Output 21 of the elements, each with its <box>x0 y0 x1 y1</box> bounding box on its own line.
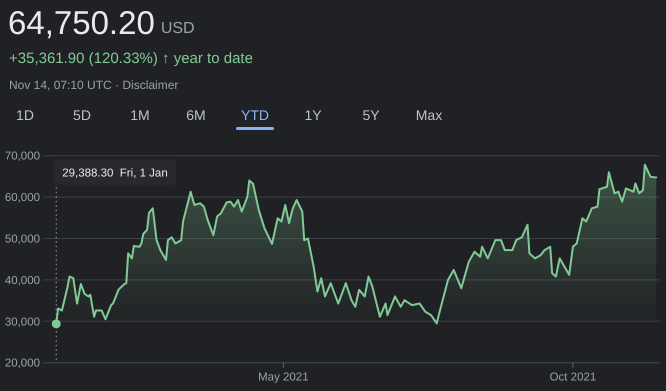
text: 1D <box>16 107 34 123</box>
text: 6M <box>186 107 206 123</box>
y-tick-label: 60,000 <box>4 192 40 204</box>
y-tick-label: 20,000 <box>4 358 40 370</box>
y-tick-label: 40,000 <box>4 274 40 287</box>
text: USD <box>160 20 195 37</box>
x-tick-label: May 2021 <box>258 372 309 384</box>
ref-line-label: 29,388.30 Fri, 1 Jan <box>62 168 168 180</box>
text: 1M <box>130 107 150 123</box>
text: Nov 14, 07:10 UTC · Disclaimer <box>9 78 178 92</box>
text: YTD <box>241 107 269 123</box>
chart-subtitle: +35,361.90 (120.33%) ↑ year to date <box>9 50 253 67</box>
chart-title: 64,750.20 <box>8 4 155 41</box>
y-tick-label: 50,000 <box>4 234 40 246</box>
text: 5D <box>73 107 91 123</box>
y-tick-label: 70,000 <box>4 150 40 163</box>
text: 5Y <box>362 107 380 123</box>
x-tick-label: Oct 2021 <box>550 372 596 384</box>
text: Max <box>416 107 442 123</box>
text: 1Y <box>304 107 322 123</box>
y-tick-label: 30,000 <box>4 316 40 328</box>
